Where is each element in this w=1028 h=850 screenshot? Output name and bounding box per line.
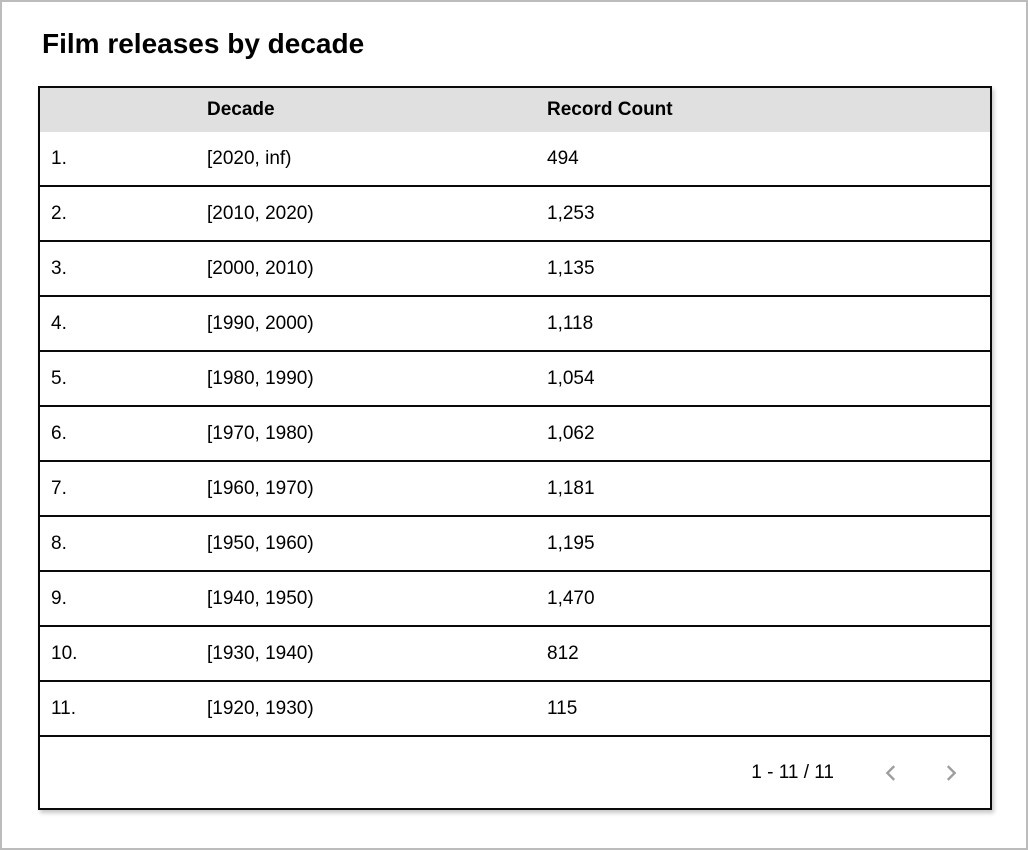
count-cell: 1,253 <box>547 202 595 224</box>
row-index-cell: 7. <box>51 477 67 499</box>
count-cell: 1,470 <box>547 587 595 609</box>
pagination-range-label: 1 - 11 / 11 <box>751 761 834 783</box>
table-row: 6. [1970, 1980) 1,062 <box>40 407 990 462</box>
decade-cell: [1980, 1990) <box>207 367 314 389</box>
row-index-cell: 1. <box>51 147 67 169</box>
row-index-cell: 3. <box>51 257 67 279</box>
table-chart: Decade Record Count 1. [2020, inf) 494 2… <box>38 86 992 810</box>
decade-cell: [1920, 1930) <box>207 697 314 719</box>
row-index-cell: 4. <box>51 312 67 334</box>
table-row: 8. [1950, 1960) 1,195 <box>40 517 990 572</box>
row-index-cell: 6. <box>51 422 67 444</box>
pagination-next-button[interactable] <box>938 760 964 786</box>
count-cell: 1,118 <box>547 312 594 334</box>
decade-cell: [1950, 1960) <box>207 532 314 554</box>
table-row: 11. [1920, 1930) 115 <box>40 682 990 737</box>
header-record-count-cell[interactable]: Record Count <box>547 99 673 120</box>
row-index-cell: 10. <box>51 642 78 664</box>
row-index-cell: 11. <box>51 697 77 719</box>
row-index-cell: 8. <box>51 532 67 554</box>
row-index-cell: 2. <box>51 202 67 224</box>
row-index-cell: 9. <box>51 587 67 609</box>
count-cell: 1,195 <box>547 532 595 554</box>
count-cell: 1,181 <box>547 477 595 499</box>
table-row: 3. [2000, 2010) 1,135 <box>40 242 990 297</box>
count-cell: 812 <box>547 642 579 664</box>
decade-cell: [1970, 1980) <box>207 422 314 444</box>
decade-cell: [2000, 2010) <box>207 257 314 279</box>
row-index-cell: 5. <box>51 367 67 389</box>
table-row: 1. [2020, inf) 494 <box>40 132 990 187</box>
page-title: Film releases by decade <box>42 28 365 59</box>
decade-cell: [1990, 2000) <box>207 312 314 334</box>
count-cell: 115 <box>547 697 578 719</box>
decade-cell: [2020, inf) <box>207 147 292 169</box>
decade-cell: [1960, 1970) <box>207 477 314 499</box>
table-footer: 1 - 11 / 11 <box>40 737 990 808</box>
table-row: 10. [1930, 1940) 812 <box>40 627 990 682</box>
table-row: 2. [2010, 2020) 1,253 <box>40 187 990 242</box>
count-cell: 1,054 <box>547 367 595 389</box>
table-row: 4. [1990, 2000) 1,118 <box>40 297 990 352</box>
count-cell: 1,062 <box>547 422 595 444</box>
count-cell: 494 <box>547 147 579 169</box>
header-decade-cell[interactable]: Decade <box>207 99 275 120</box>
chevron-left-icon <box>885 764 896 781</box>
decade-cell: [1930, 1940) <box>207 642 314 664</box>
table-row: 9. [1940, 1950) 1,470 <box>40 572 990 627</box>
table-row: 7. [1960, 1970) 1,181 <box>40 462 990 517</box>
decade-cell: [2010, 2020) <box>207 202 314 224</box>
table-row: 5. [1980, 1990) 1,054 <box>40 352 990 407</box>
chevron-right-icon <box>946 764 957 781</box>
count-cell: 1,135 <box>547 257 595 279</box>
decade-cell: [1940, 1950) <box>207 587 314 609</box>
table-header-row: Decade Record Count <box>40 88 990 132</box>
pagination-prev-button[interactable] <box>878 760 904 786</box>
